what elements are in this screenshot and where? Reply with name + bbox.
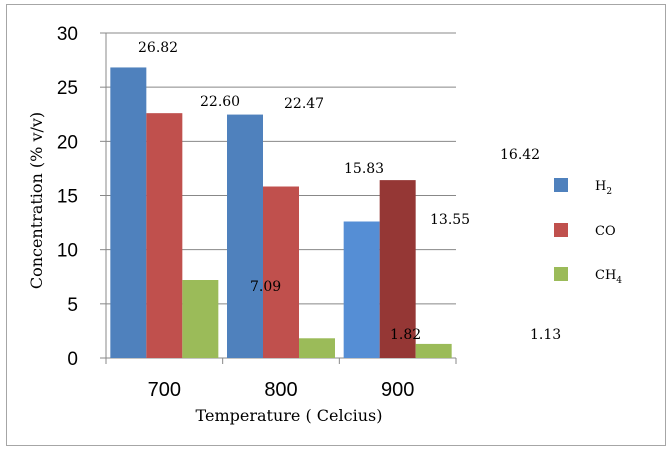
x-category-label: 700	[148, 379, 181, 401]
bar-h2-900	[343, 221, 380, 358]
y-tick-label: 15	[57, 187, 78, 208]
bar-ch4-800	[299, 338, 335, 358]
y-tick-label: 25	[57, 78, 78, 99]
data-label-h2: 26.82	[138, 40, 178, 56]
y-tick-label: 30	[57, 24, 78, 45]
x-category-label: 800	[264, 379, 297, 401]
bar-h2-800	[227, 114, 263, 358]
legend-label-co: CO	[595, 224, 616, 239]
data-label-h2: 13.55	[430, 212, 470, 228]
bar-ch4-900	[415, 343, 452, 358]
data-label-ch4: 1.82	[390, 327, 421, 343]
legend-label-h2: H2	[595, 179, 612, 197]
legend-swatch-h2	[554, 178, 568, 192]
bar-ch4-700	[182, 280, 219, 358]
data-label-co: 15.83	[344, 161, 384, 177]
bar-h2-700	[110, 67, 147, 358]
data-label-co: 16.42	[500, 147, 540, 163]
y-axis-title: Concentration (% v/v)	[27, 112, 46, 289]
legend-swatch-co	[554, 223, 568, 237]
legend-label-ch4: CH4	[595, 268, 622, 286]
bar-co-800	[263, 186, 299, 358]
y-tick-label: 0	[67, 349, 78, 370]
y-tick-label: 10	[57, 241, 78, 262]
data-label-ch4: 1.13	[530, 327, 561, 343]
legend-swatch-ch4	[554, 267, 568, 281]
x-axis-title: Temperature ( Celcius)	[196, 406, 383, 425]
data-label-h2: 22.47	[284, 96, 324, 112]
bar-co-900	[379, 180, 416, 358]
data-label-co: 22.60	[200, 94, 240, 110]
bar-co-700	[146, 113, 183, 359]
x-category-label: 900	[381, 379, 414, 401]
y-tick-label: 5	[67, 295, 78, 316]
data-label-ch4: 7.09	[250, 279, 281, 295]
y-tick-label: 20	[57, 132, 78, 153]
